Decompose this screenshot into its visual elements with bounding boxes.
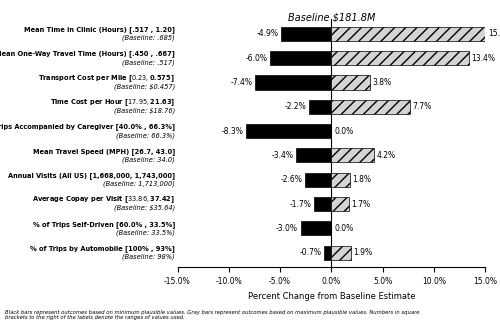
Bar [331, 148, 374, 163]
Bar [331, 197, 348, 211]
Text: 13.4%: 13.4% [471, 54, 495, 63]
Text: 7.7%: 7.7% [412, 102, 432, 111]
Text: Black bars represent outcomes based on minimum plausible values. Gray bars repre: Black bars represent outcomes based on m… [5, 309, 420, 320]
Text: Baseline $181.8M: Baseline $181.8M [288, 13, 375, 23]
Text: (Baseline: 1,713,000): (Baseline: 1,713,000) [103, 181, 175, 187]
Text: (Baseline: 34.0): (Baseline: 34.0) [122, 156, 175, 163]
Bar [281, 27, 331, 41]
Bar [304, 173, 331, 187]
Text: Transport Cost per Mile [$0.23 , $0.575]: Transport Cost per Mile [$0.23 , $0.575] [38, 73, 175, 84]
Text: 1.7%: 1.7% [351, 200, 370, 209]
Text: -6.0%: -6.0% [245, 54, 267, 63]
Text: -0.7%: -0.7% [300, 248, 322, 257]
Text: (Baseline: .517): (Baseline: .517) [122, 59, 175, 66]
Text: 3.8%: 3.8% [373, 78, 392, 87]
Text: -3.4%: -3.4% [272, 151, 294, 160]
Bar [331, 51, 468, 65]
Text: -2.2%: -2.2% [284, 102, 306, 111]
Bar [308, 100, 331, 114]
Bar [246, 124, 331, 138]
Bar [331, 173, 349, 187]
Text: Mean One-Way Travel Time (Hours) [.450 , .667]: Mean One-Way Travel Time (Hours) [.450 ,… [0, 51, 175, 58]
X-axis label: Percent Change from Baseline Estimate: Percent Change from Baseline Estimate [248, 291, 415, 300]
Bar [270, 51, 331, 65]
Text: Annual Visits (All US) [1,668,000, 1,743,000]: Annual Visits (All US) [1,668,000, 1,743… [8, 172, 175, 179]
Text: Time Cost per Hour [$17.95 , $21.63]: Time Cost per Hour [$17.95 , $21.63] [50, 97, 175, 108]
Text: Mean Travel Speed (MPH) [26.7, 43.0]: Mean Travel Speed (MPH) [26.7, 43.0] [33, 148, 175, 155]
Text: 0.0%: 0.0% [334, 127, 353, 136]
Text: 1.8%: 1.8% [352, 175, 372, 184]
Text: Mean Time in Clinic (Hours) [.517 , 1.20]: Mean Time in Clinic (Hours) [.517 , 1.20… [24, 26, 175, 33]
Bar [331, 246, 350, 260]
Text: % Trips Accompanied by Caregiver [40.0% , 66.3%]: % Trips Accompanied by Caregiver [40.0% … [0, 123, 175, 130]
Text: 4.2%: 4.2% [377, 151, 396, 160]
Text: (Baseline: 98%): (Baseline: 98%) [122, 254, 175, 260]
Text: % of Trips Self-Driven [60.0% , 33.5%]: % of Trips Self-Driven [60.0% , 33.5%] [32, 221, 175, 228]
Bar [324, 246, 331, 260]
Text: -3.0%: -3.0% [276, 224, 298, 233]
Text: 1.9%: 1.9% [354, 248, 372, 257]
Text: -8.3%: -8.3% [222, 127, 244, 136]
Bar [314, 197, 331, 211]
Text: -2.6%: -2.6% [280, 175, 302, 184]
Text: (Baseline: 33.5%): (Baseline: 33.5%) [116, 229, 175, 236]
Text: 15.1%: 15.1% [488, 29, 500, 38]
Text: (Baseline: 66.3%): (Baseline: 66.3%) [116, 132, 175, 138]
Text: (Baseline: .685): (Baseline: .685) [122, 35, 175, 41]
Bar [300, 221, 331, 235]
Text: (Baseline: $18.76): (Baseline: $18.76) [114, 108, 175, 114]
Text: -7.4%: -7.4% [231, 78, 253, 87]
Text: (Baseline: $0.457): (Baseline: $0.457) [114, 83, 175, 90]
Text: 0.0%: 0.0% [334, 224, 353, 233]
Bar [331, 75, 370, 90]
Bar [256, 75, 331, 90]
Text: % of Trips by Automobile [100% , 93%]: % of Trips by Automobile [100% , 93%] [30, 245, 175, 252]
Bar [331, 27, 486, 41]
Text: -4.9%: -4.9% [256, 29, 278, 38]
Bar [331, 100, 410, 114]
Text: (Baseline: $35.64): (Baseline: $35.64) [114, 205, 175, 212]
Text: Average Copay per Visit [$33.86, $37.42]: Average Copay per Visit [$33.86, $37.42] [32, 194, 175, 205]
Text: -1.7%: -1.7% [290, 200, 312, 209]
Bar [296, 148, 331, 163]
